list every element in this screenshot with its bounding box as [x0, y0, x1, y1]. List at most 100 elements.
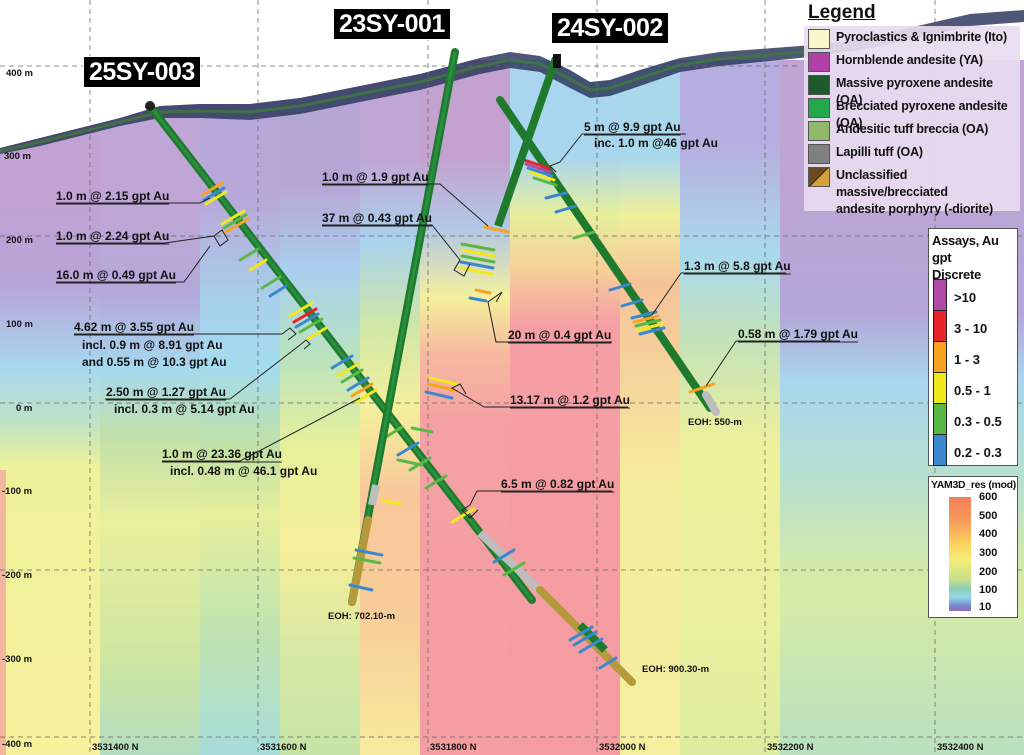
x-tick-label: 3532200 N	[767, 742, 814, 753]
assay-legend-title: Assays, Au gpt Discrete	[929, 229, 1017, 283]
swatch-icon	[808, 144, 830, 164]
intercept-sublabel: incl. 0.3 m @ 5.14 gpt Au	[114, 402, 255, 416]
assay-bin: 1 - 3	[933, 341, 980, 372]
x-tick-label: 3531400 N	[92, 742, 139, 753]
intercept-label: 5 m @ 9.9 gpt Au	[584, 120, 681, 134]
res-tick-label: 500	[979, 509, 998, 522]
assay-bin: >10	[933, 279, 976, 310]
legend-item-label: Hornblende andesite (YA)	[836, 53, 983, 67]
y-tick-label: 100 m	[6, 319, 33, 330]
x-tick-label: 3532000 N	[599, 742, 646, 753]
legend-item-label: Lapilli tuff (OA)	[836, 145, 923, 159]
intercept-label: 37 m @ 0.43 gpt Au	[322, 211, 432, 225]
hole-tag-23SY-001: 23SY-001	[333, 8, 451, 40]
res-tick-label: 200	[979, 565, 998, 578]
legend-item-label: Andesitic tuff breccia (OA)	[836, 122, 989, 136]
legend-item: Andesitic tuff breccia (OA)	[808, 121, 1016, 144]
x-axis: 3531400 N 3531600 N 3531800 N 3532000 N …	[92, 742, 984, 753]
legend-item: Unclassified massive/brecciated andesite…	[808, 167, 1016, 216]
y-axis: 400 m 300 m 200 m 100 m 0 m -100 m -200 …	[2, 68, 33, 750]
y-tick-label: -200 m	[2, 570, 32, 581]
collar-marker	[553, 54, 561, 68]
drillhole-24SY-002-upper	[494, 56, 560, 228]
res-tick-label: 600	[979, 491, 998, 503]
intercept-labels: 1.0 m @ 2.15 gpt Au 1.0 m @ 2.24 gpt Au …	[56, 120, 858, 491]
assay-bin-label: 0.3 - 0.5	[954, 414, 1002, 429]
eoh-label-25SY-003: EOH: 900.30-m	[642, 664, 709, 675]
assay-scale: >10 3 - 10 1 - 3 0.5 - 1 0.3 - 0.5 0.2 -…	[933, 279, 1002, 466]
intercept-sublabel: and 0.55 m @ 10.3 gpt Au	[82, 355, 227, 369]
assay-legend: Assays, Au gpt Discrete >10 3 - 10 1 - 3…	[928, 228, 1018, 466]
y-tick-label: 300 m	[4, 151, 31, 162]
x-tick-label: 3531600 N	[260, 742, 307, 753]
res-legend-title: YAM3D_res (mod)	[931, 479, 1016, 491]
intercept-label: 20 m @ 0.4 gpt Au	[508, 328, 611, 342]
intercept-label: 2.50 m @ 1.27 gpt Au	[106, 385, 226, 399]
drillhole-25SY-003	[145, 101, 636, 686]
lithology-legend: Legend Pyroclastics & Ignimbrite (Ito) H…	[804, 2, 1020, 220]
hole-tag-24SY-002: 24SY-002	[551, 12, 669, 44]
drillhole-23SY-001	[348, 48, 510, 606]
assay-bin-label: >10	[954, 290, 977, 305]
assay-bin-label: 0.2 - 0.3	[954, 445, 1002, 460]
intercept-label: 4.62 m @ 3.55 gpt Au	[74, 320, 194, 334]
y-tick-label: -400 m	[2, 739, 32, 750]
intercept-sublabel: incl. 0.48 m @ 46.1 gpt Au	[170, 464, 317, 478]
legend-item: Lapilli tuff (OA)	[808, 144, 1016, 167]
intercept-label: 1.0 m @ 2.24 gpt Au	[56, 229, 169, 243]
swatch-icon	[808, 98, 830, 118]
eoh-label-23SY-001: EOH: 702.10-m	[328, 611, 395, 622]
legend-box: Pyroclastics & Ignimbrite (Ito) Hornblen…	[804, 26, 1020, 216]
y-tick-label: 200 m	[6, 235, 33, 246]
y-tick-label: 0 m	[16, 403, 32, 414]
intercept-label: 0.58 m @ 1.79 gpt Au	[738, 327, 858, 341]
legend-item: Pyroclastics & Ignimbrite (Ito)	[808, 29, 1016, 52]
assay-bin: 0.2 - 0.3	[933, 434, 1002, 466]
assay-bin-label: 3 - 10	[954, 321, 988, 336]
intercept-label: 1.0 m @ 23.36 gpt Au	[162, 447, 282, 461]
legend-item-label-line1: Unclassified massive/brecciated	[836, 168, 948, 199]
intercept-label: 1.0 m @ 2.15 gpt Au	[56, 189, 169, 203]
drillhole-24SY-002	[496, 96, 720, 416]
assay-bin-label: 1 - 3	[954, 352, 981, 367]
legend-item-label: Pyroclastics & Ignimbrite (Ito)	[836, 30, 1007, 44]
intercept-label: 6.5 m @ 0.82 gpt Au	[501, 477, 614, 491]
eoh-label-24SY-002: EOH: 550-m	[688, 417, 742, 428]
legend-item-label-line2: andesite porphyry (-diorite)	[836, 202, 993, 216]
legend-item-label: Brecciated pyroxene andesite (OA)	[836, 99, 1008, 130]
intercept-sublabel: incl. 0.9 m @ 8.91 gpt Au	[82, 338, 223, 352]
res-tick-label: 100	[979, 584, 998, 597]
intercept-underlines	[56, 134, 858, 493]
res-tick-label: 400	[979, 528, 998, 541]
intercept-label: 16.0 m @ 0.49 gpt Au	[56, 268, 176, 282]
assay-title-line2: Discrete	[932, 267, 981, 282]
legend-item: Massive pyroxene andesite (OA)	[808, 75, 1016, 107]
legend-item-label: Massive pyroxene andesite (OA)	[836, 76, 993, 107]
swatch-icon	[808, 167, 830, 187]
assay-title-line1: Assays, Au gpt	[932, 233, 999, 265]
assay-bin: 0.5 - 1	[933, 372, 991, 403]
resistivity-legend: YAM3D_res (mod) 600 500 400 300 200 100 …	[928, 476, 1018, 618]
y-tick-label: -100 m	[2, 486, 32, 497]
hole-tag-25SY-003: 25SY-003	[83, 56, 201, 88]
assay-bin: 0.3 - 0.5	[933, 403, 1002, 434]
x-tick-label: 3532400 N	[937, 742, 984, 753]
res-colorbar	[949, 497, 971, 611]
y-tick-label: -300 m	[2, 654, 32, 665]
intercept-sublabel: inc. 1.0 m @46 gpt Au	[594, 136, 718, 150]
assay-bin-label: 0.5 - 1	[954, 383, 991, 398]
res-tick-label: 10	[979, 601, 992, 613]
y-tick-label: 400 m	[6, 68, 33, 79]
swatch-icon	[808, 52, 830, 72]
legend-title: Legend	[808, 2, 876, 23]
x-tick-label: 3531800 N	[430, 742, 477, 753]
res-tick-label: 300	[979, 546, 998, 559]
legend-item: Hornblende andesite (YA)	[808, 52, 1016, 75]
swatch-icon	[808, 75, 830, 95]
intercept-label: 1.0 m @ 1.9 gpt Au	[322, 170, 429, 184]
swatch-icon	[808, 29, 830, 49]
intercept-label: 1.3 m @ 5.8 gpt Au	[684, 259, 791, 273]
swatch-icon	[808, 121, 830, 141]
